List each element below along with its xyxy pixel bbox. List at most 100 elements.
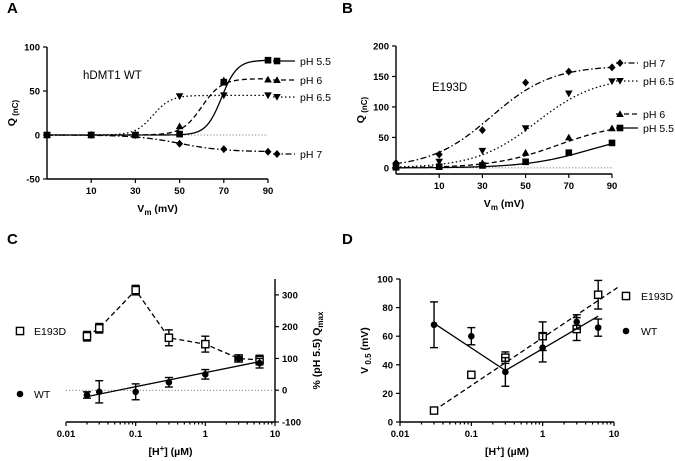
data-point [435, 163, 443, 170]
panel-c: C -100 0 100 200 300 0.01 0.1 1 10 [H+] (µM) % (pH … [7, 231, 325, 458]
y-tick-label: 150 [373, 72, 389, 83]
panel-annotation: hDMT1 WT [83, 70, 142, 82]
legend-entry: pH 6 [273, 75, 322, 87]
legend-entry: WT [16, 389, 51, 401]
y-axis-label: Q (nC) [6, 99, 20, 126]
data-point [502, 368, 509, 376]
series-e193d [82, 284, 264, 366]
data-point [435, 158, 443, 166]
panel-b: B 0 50 100 150 200 10 30 50 70 90 Vm (mV) Q (nC) E193… [342, 0, 674, 212]
legend-marker [616, 59, 624, 67]
x-tick-label: 90 [607, 181, 618, 192]
series-ph-7 [43, 131, 272, 156]
legend-entry: E193D [15, 326, 67, 338]
legend-label: E193D [641, 291, 674, 303]
fit-curve [47, 59, 269, 136]
x-tick-label: 50 [174, 186, 185, 197]
data-point [539, 344, 546, 351]
fit-curve [395, 82, 613, 168]
panel-a: A -50 0 50 100 10 30 50 70 90 Vm (mV) Q (nC) hDMT1 W… [6, 0, 331, 217]
y-tick-label: 20 [382, 389, 393, 400]
legend-entry: pH 7 [616, 58, 665, 70]
x-tick-label: 70 [219, 186, 230, 197]
y-tick-label: 200 [282, 322, 298, 333]
fit-curve [395, 66, 613, 165]
legend-entry: pH 6.5 [616, 76, 674, 88]
trend-line [86, 289, 260, 361]
x-tick-label: 50 [520, 181, 531, 192]
data-point [87, 131, 95, 139]
y-tick-label: 50 [29, 87, 40, 98]
x-tick-label: 90 [263, 186, 274, 197]
legend-entry: pH 6 [616, 109, 665, 121]
legend-marker [16, 390, 24, 398]
trend-line [86, 360, 260, 398]
legend-label: pH 5.5 [643, 123, 674, 135]
y-tick-label: 0 [384, 163, 389, 174]
data-point [565, 90, 573, 98]
data-point [593, 290, 603, 300]
data-point [565, 67, 573, 76]
data-point [220, 145, 228, 154]
series-e193d [429, 279, 621, 415]
y-tick-label: 200 [373, 42, 389, 53]
data-point [467, 370, 476, 380]
data-point [220, 92, 228, 100]
data-point [94, 323, 104, 333]
legend-marker [273, 57, 281, 65]
data-point [131, 131, 139, 139]
data-point [175, 122, 184, 130]
legend-label: pH 6 [300, 75, 322, 87]
data-point [429, 406, 439, 415]
x-tick-label: 10 [270, 429, 281, 440]
panel-d: D 0 20 40 60 80 100 0.01 0.1 1 10 [H+] (µM) V 0.5 (m… [342, 231, 674, 458]
x-tick-label: 30 [130, 186, 141, 197]
legend-label: E193D [34, 326, 67, 338]
legend-label: pH 6.5 [300, 92, 331, 104]
data-point [165, 378, 173, 386]
legend-label: pH 6.5 [643, 76, 674, 88]
y-tick-label: 60 [382, 332, 393, 343]
x-axis-label: [H+] (µM) [485, 444, 529, 458]
data-point [201, 339, 210, 349]
series-ph-5-5 [43, 56, 272, 139]
data-point [202, 371, 209, 378]
legend-entry: pH 5.5 [616, 123, 674, 135]
y-tick-label: -50 [26, 175, 40, 186]
x-axis-label: Vm (mV) [484, 198, 524, 212]
x-tick-label: 1 [540, 429, 546, 440]
legend-marker [15, 326, 25, 336]
y-tick-label: 100 [373, 102, 389, 113]
y-tick-label: 100 [377, 275, 393, 286]
panel-letter: D [342, 231, 353, 248]
legend-label: pH 6 [643, 109, 665, 121]
fit-curve [47, 78, 269, 136]
y-axis-label: V 0.5 (mV) [359, 327, 373, 374]
fit-curve [396, 143, 613, 169]
legend-marker [616, 110, 624, 117]
x-tick-label: 70 [564, 181, 575, 192]
data-point [220, 76, 228, 84]
panel-letter: B [342, 0, 353, 17]
legend-label: pH 7 [300, 149, 322, 161]
x-tick-label: 10 [86, 186, 97, 197]
data-point [235, 355, 242, 362]
data-point [435, 150, 443, 159]
series-wt [82, 355, 264, 404]
fit-curve [47, 94, 268, 136]
data-point [131, 285, 140, 295]
trend-line [433, 285, 621, 412]
legend-entry: E193D [621, 291, 674, 303]
data-point [573, 318, 581, 326]
y-axis-label: Q (nC) [355, 96, 369, 123]
legend-label: pH 5.5 [300, 56, 331, 68]
x-tick-label: 30 [477, 181, 488, 192]
data-point [264, 75, 272, 83]
x-axis-label: [H+] (µM) [149, 444, 193, 458]
data-point [264, 56, 272, 64]
x-tick-label: 0.1 [465, 429, 479, 440]
data-point [521, 125, 530, 133]
x-tick-label: 1 [203, 429, 209, 440]
data-point [478, 126, 486, 135]
